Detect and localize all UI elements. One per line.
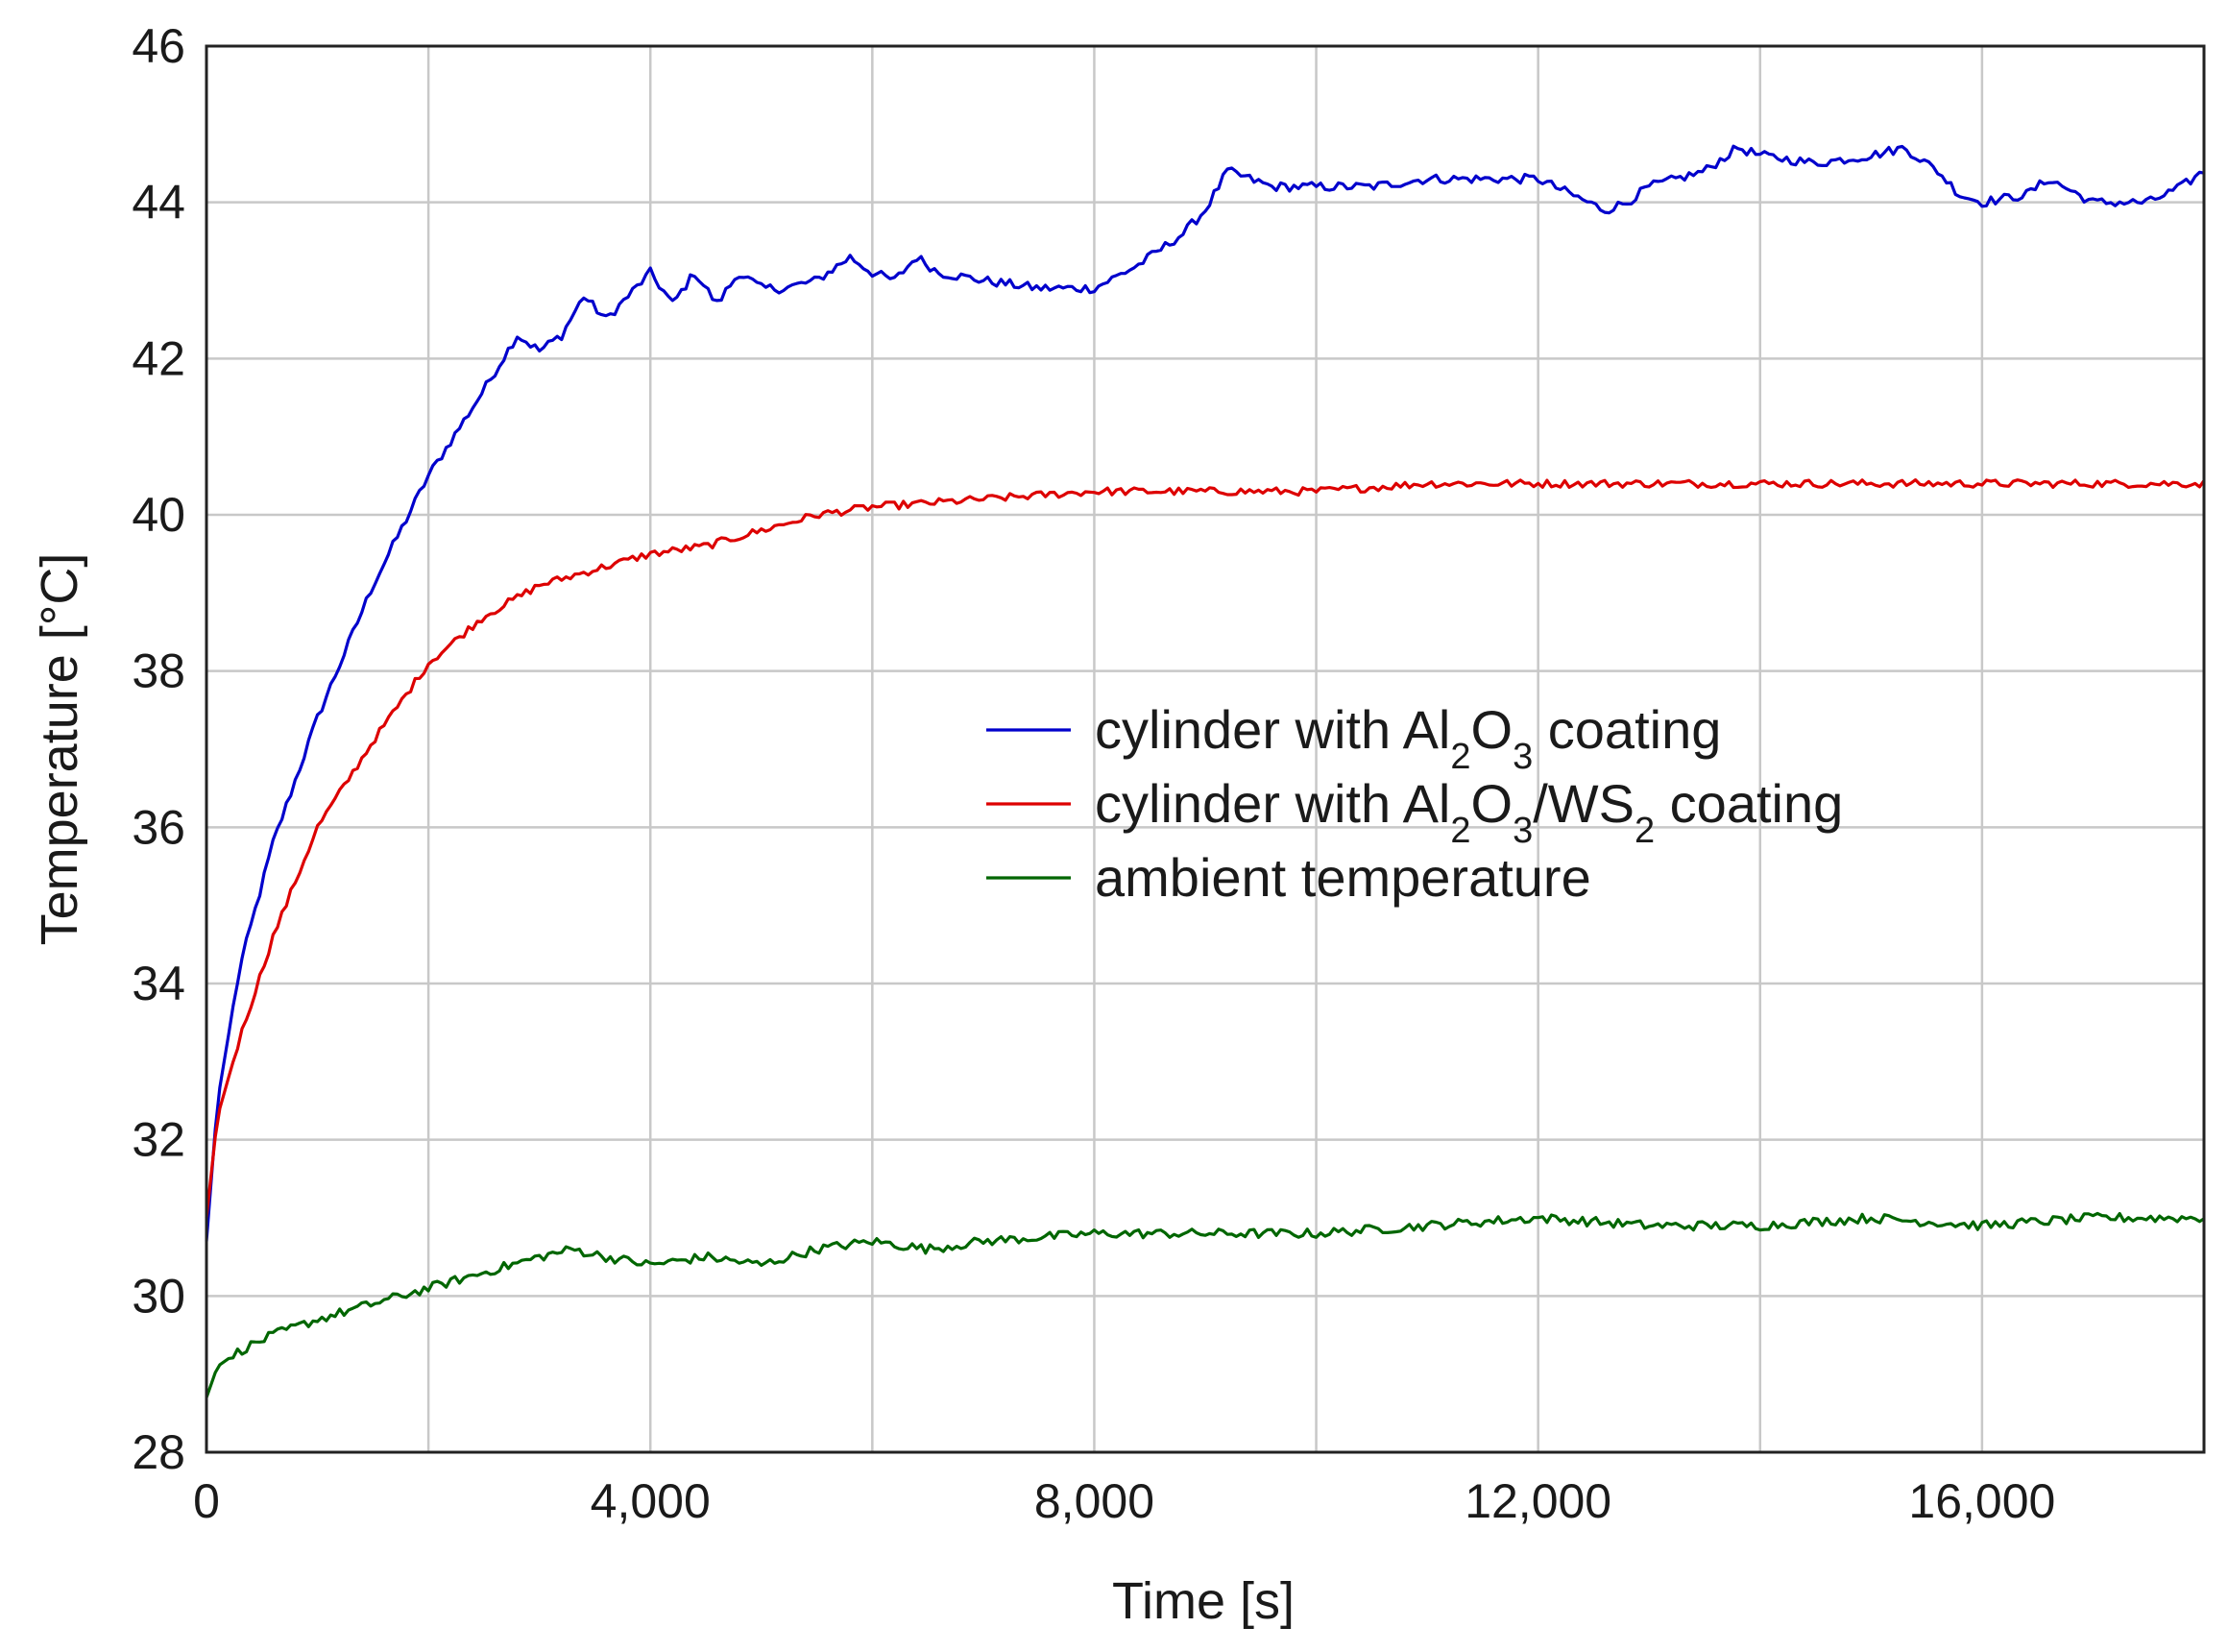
x-axis-ticks: 0 4,000 8,000 12,000 16,000 [193, 1474, 2055, 1528]
series-line-2 [205, 1211, 2205, 1398]
series-lines [205, 144, 2206, 1398]
y-tick-label: 28 [132, 1425, 185, 1479]
y-axis-title: Temperature [°C] [31, 553, 88, 946]
y-tick-label: 40 [132, 488, 185, 542]
y-tick-label: 36 [132, 800, 185, 854]
y-tick-label: 46 [132, 19, 185, 73]
x-tick-label: 16,000 [1908, 1474, 2055, 1528]
y-tick-label: 32 [132, 1113, 185, 1167]
x-tick-label: 8,000 [1034, 1474, 1154, 1528]
x-axis-title: Time [s] [1112, 1572, 1295, 1630]
legend-label-al2o3: cylinder with Al2O3 coating [1095, 699, 1721, 777]
y-tick-label: 42 [132, 331, 185, 385]
legend-label-ambient: ambient temperature [1095, 847, 1591, 908]
grid-lines [206, 46, 2204, 1452]
y-axis-ticks: 28 30 32 34 36 38 40 42 44 46 [132, 19, 185, 1479]
x-tick-label: 4,000 [591, 1474, 711, 1528]
legend-label-al2o3-ws2: cylinder with Al2O3/WS2 coating [1095, 773, 1843, 851]
y-tick-label: 34 [132, 957, 185, 1010]
y-tick-label: 38 [132, 644, 185, 698]
plot-frame [205, 44, 2206, 1454]
series-line-1 [205, 478, 2206, 1219]
x-tick-label: 0 [193, 1474, 220, 1528]
y-tick-label: 30 [132, 1269, 185, 1323]
legend: cylinder with Al2O3 coating cylinder wit… [986, 699, 1843, 908]
y-tick-label: 44 [132, 176, 185, 230]
series-line-0 [205, 144, 2205, 1242]
x-tick-label: 12,000 [1465, 1474, 1611, 1528]
